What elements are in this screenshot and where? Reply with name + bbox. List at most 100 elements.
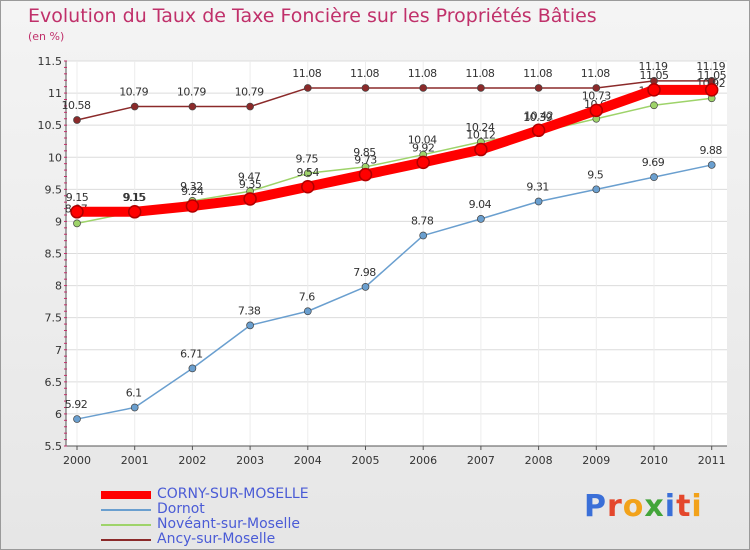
- data-point-corny-sur-moselle: [704, 83, 719, 97]
- data-label-ancy-sur-moselle: 11.08: [581, 67, 610, 80]
- y-tick-label: 6: [55, 408, 62, 421]
- data-label-ancy-sur-moselle: 10.58: [62, 99, 91, 112]
- data-point-dornot: [650, 173, 658, 181]
- data-label-dornot: 7.38: [238, 304, 261, 317]
- data-label-dornot: 9.69: [642, 156, 665, 169]
- data-point-corny-sur-moselle: [185, 199, 200, 213]
- data-label-nov-ant-sur-moselle: 9.47: [238, 170, 261, 183]
- data-point-corny-sur-moselle: [358, 167, 373, 182]
- data-point-dornot: [419, 231, 428, 240]
- series-line-dornot: [76, 164, 713, 420]
- data-label-dornot: 6.1: [126, 387, 142, 400]
- y-tick-label: 7: [55, 344, 62, 357]
- data-point-corny-sur-moselle: [127, 205, 142, 219]
- data-label-nov-ant-sur-moselle: 9.85: [353, 146, 376, 159]
- data-label-corny-sur-moselle: 9.54: [297, 166, 320, 179]
- data-point-dornot: [477, 215, 485, 223]
- y-tick-label: 10: [48, 151, 62, 164]
- data-label-corny-sur-moselle: 10.12: [466, 129, 495, 142]
- logo-letter: r: [607, 489, 623, 524]
- data-point-nov-ant-sur-moselle: [303, 169, 312, 178]
- data-label-dornot: 9.31: [526, 181, 549, 194]
- data-label-corny-sur-moselle: 10.73: [582, 89, 611, 102]
- data-point-corny-sur-moselle: [70, 205, 84, 219]
- data-point-dornot: [73, 415, 81, 423]
- y-tick-label: 7.5: [45, 312, 63, 325]
- legend-swatch: [101, 524, 151, 526]
- data-point-dornot: [130, 403, 139, 412]
- chart-title: Evolution du Taux de Taxe Foncière sur l…: [28, 5, 597, 27]
- data-point-ancy-sur-moselle: [303, 84, 312, 92]
- data-label-nov-ant-sur-moselle: 10.04: [408, 134, 437, 147]
- data-label-ancy-sur-moselle: 10.79: [177, 86, 206, 99]
- logo-letter: i: [664, 489, 677, 524]
- data-point-ancy-sur-moselle: [361, 84, 370, 92]
- series-line-ancy-sur-moselle: [76, 80, 713, 121]
- x-tick-label: 2004: [294, 454, 322, 467]
- logo-letter: P: [584, 489, 607, 524]
- x-tick-label: 2011: [698, 454, 726, 467]
- data-label-ancy-sur-moselle: 11.19: [696, 60, 725, 73]
- y-tick-label: 9.5: [45, 183, 63, 196]
- data-label-corny-sur-moselle: 9.24: [181, 185, 204, 198]
- y-tick-label: 11: [48, 87, 62, 100]
- data-point-dornot: [592, 185, 601, 194]
- x-tick-label: 2003: [236, 454, 264, 467]
- legend-label: Novéant-sur-Moselle: [157, 516, 300, 532]
- data-label-ancy-sur-moselle: 10.79: [235, 86, 264, 99]
- x-tick-label: 2008: [525, 454, 553, 467]
- y-tick-label: 10.5: [38, 119, 63, 132]
- x-tick-label: 2005: [352, 454, 380, 467]
- data-label-corny-sur-moselle: 11.05: [697, 69, 726, 82]
- data-point-ancy-sur-moselle: [592, 84, 601, 92]
- data-point-dornot: [246, 321, 254, 330]
- data-point-ancy-sur-moselle: [188, 102, 197, 111]
- data-label-nov-ant-sur-moselle: 9.75: [296, 152, 319, 165]
- series-line-corny-sur-moselle: [72, 84, 717, 217]
- legend-label: Dornot: [157, 501, 205, 517]
- y-tick-label: 8: [55, 280, 62, 293]
- data-point-corny-sur-moselle: [301, 180, 315, 194]
- data-point-corny-sur-moselle: [647, 83, 661, 97]
- data-label-corny-sur-moselle: 11.05: [640, 69, 669, 82]
- unit-label: (en %): [28, 30, 65, 43]
- data-label-ancy-sur-moselle: 11.08: [465, 67, 494, 80]
- data-label-corny-sur-moselle: 10.42: [524, 109, 553, 122]
- y-tick-label: 11.5: [38, 55, 63, 68]
- x-tick-label: 2000: [63, 454, 91, 467]
- data-label-nov-ant-sur-moselle: 9.32: [180, 180, 203, 193]
- data-point-nov-ant-sur-moselle: [650, 101, 658, 110]
- data-label-ancy-sur-moselle: 11.08: [350, 67, 379, 80]
- data-label-dornot: 9.88: [699, 144, 722, 157]
- data-point-ancy-sur-moselle: [419, 84, 428, 92]
- data-label-dornot: 9.04: [469, 198, 492, 211]
- data-label-ancy-sur-moselle: 11.19: [639, 60, 668, 73]
- logo-letter: i: [691, 489, 703, 524]
- data-point-ancy-sur-moselle: [73, 116, 81, 124]
- y-tick-label: 9: [55, 215, 62, 228]
- data-label-ancy-sur-moselle: 11.08: [523, 67, 552, 80]
- data-point-ancy-sur-moselle: [130, 102, 139, 111]
- data-label-dornot: 5.92: [65, 398, 88, 411]
- data-point-dornot: [534, 197, 543, 206]
- data-label-corny-sur-moselle: 9.15: [123, 191, 146, 204]
- data-label-ancy-sur-moselle: 10.79: [119, 86, 148, 99]
- logo-letter: t: [676, 489, 692, 524]
- x-tick-label: 2009: [582, 454, 610, 467]
- data-point-nov-ant-sur-moselle: [73, 219, 81, 228]
- data-point-dornot: [707, 161, 716, 169]
- data-label-corny-sur-moselle: 9.35: [239, 178, 262, 191]
- data-label-corny-sur-moselle: 9.15: [66, 191, 89, 204]
- data-point-dornot: [188, 364, 197, 373]
- data-point-ancy-sur-moselle: [534, 84, 543, 92]
- x-tick-label: 2010: [640, 454, 668, 467]
- data-point-corny-sur-moselle: [416, 155, 430, 170]
- legend-swatch: [101, 491, 151, 499]
- data-point-corny-sur-moselle: [531, 123, 546, 138]
- data-label-dornot: 7.98: [353, 266, 376, 279]
- legend-swatch: [101, 509, 151, 511]
- data-label-ancy-sur-moselle: 11.08: [292, 67, 321, 80]
- data-label-corny-sur-moselle: 9.73: [354, 154, 377, 167]
